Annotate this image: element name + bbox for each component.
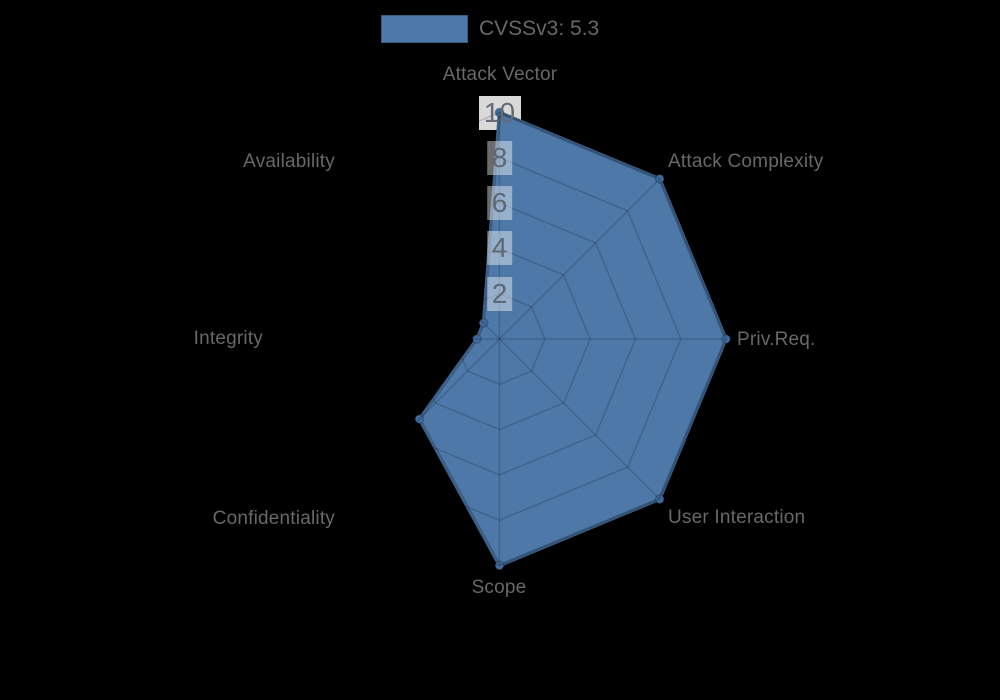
axis-label-availability: Availability	[243, 151, 335, 172]
axis-label-scope: Scope	[471, 577, 527, 598]
radial-tick-8: 8	[486, 140, 513, 175]
legend-label: CVSSv3: 5.3	[479, 17, 600, 40]
grid-angle-line-user-interaction	[498, 338, 661, 500]
grid-ring-10	[272, 111, 727, 567]
radial-tick-6: 6	[486, 186, 513, 221]
radar-point-priv-req-	[721, 334, 731, 344]
radial-tick-4: 4	[486, 231, 513, 266]
grid-ring-2	[453, 292, 546, 386]
axis-label-attack-complexity: Attack Complexity	[668, 151, 824, 172]
grid-angle-line-confidentiality	[338, 338, 501, 500]
axis-label-integrity: Integrity	[193, 328, 263, 349]
legend-swatch	[381, 15, 468, 43]
grid-ring-4	[408, 247, 591, 431]
grid-angle-line-attack-complexity	[498, 178, 661, 340]
axis-label-confidentiality: Confidentiality	[212, 508, 335, 529]
radar-point-attack-complexity	[654, 173, 665, 184]
radial-tick-10: 10	[483, 96, 516, 128]
grid-ring-6	[362, 202, 637, 476]
grid-angle-line-availability	[338, 178, 501, 340]
axis-label-attack-vector: Attack Vector	[442, 64, 558, 85]
radar-point-integrity	[471, 334, 482, 344]
radar-point-user-interaction	[654, 494, 665, 505]
axis-label-priv-req: Priv.Req.	[737, 329, 816, 350]
radar-point-availability	[478, 318, 489, 328]
axis-label-user-interaction: User Interaction	[668, 507, 806, 528]
grid-ring-8	[317, 156, 682, 522]
radial-tick-2: 2	[486, 276, 513, 311]
legend-item-cvssv3[interactable]: CVSSv3: 5.3	[381, 15, 599, 43]
radar-point-confidentiality	[414, 414, 425, 424]
radar-point-scope	[494, 560, 505, 571]
radar-point-attack-vector	[494, 107, 505, 118]
